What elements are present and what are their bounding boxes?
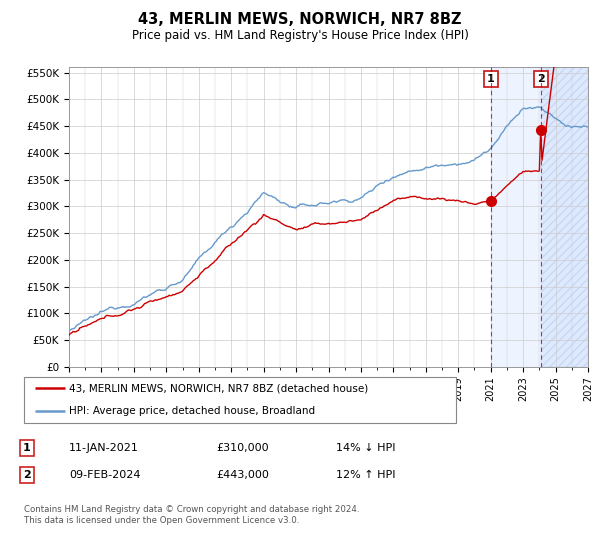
Text: 1: 1 xyxy=(487,74,494,84)
Text: £443,000: £443,000 xyxy=(216,470,269,480)
Text: 09-FEB-2024: 09-FEB-2024 xyxy=(69,470,140,480)
Text: 14% ↓ HPI: 14% ↓ HPI xyxy=(336,443,395,453)
Text: 1: 1 xyxy=(23,443,31,453)
Text: 12% ↑ HPI: 12% ↑ HPI xyxy=(336,470,395,480)
Text: 2: 2 xyxy=(537,74,545,84)
Text: 43, MERLIN MEWS, NORWICH, NR7 8BZ: 43, MERLIN MEWS, NORWICH, NR7 8BZ xyxy=(138,12,462,27)
Text: 11-JAN-2021: 11-JAN-2021 xyxy=(69,443,139,453)
Text: 43, MERLIN MEWS, NORWICH, NR7 8BZ (detached house): 43, MERLIN MEWS, NORWICH, NR7 8BZ (detac… xyxy=(70,384,368,393)
Text: £310,000: £310,000 xyxy=(216,443,269,453)
Text: 2: 2 xyxy=(23,470,31,480)
Text: Contains HM Land Registry data © Crown copyright and database right 2024.
This d: Contains HM Land Registry data © Crown c… xyxy=(24,505,359,525)
Text: HPI: Average price, detached house, Broadland: HPI: Average price, detached house, Broa… xyxy=(70,407,316,416)
Text: Price paid vs. HM Land Registry's House Price Index (HPI): Price paid vs. HM Land Registry's House … xyxy=(131,29,469,42)
